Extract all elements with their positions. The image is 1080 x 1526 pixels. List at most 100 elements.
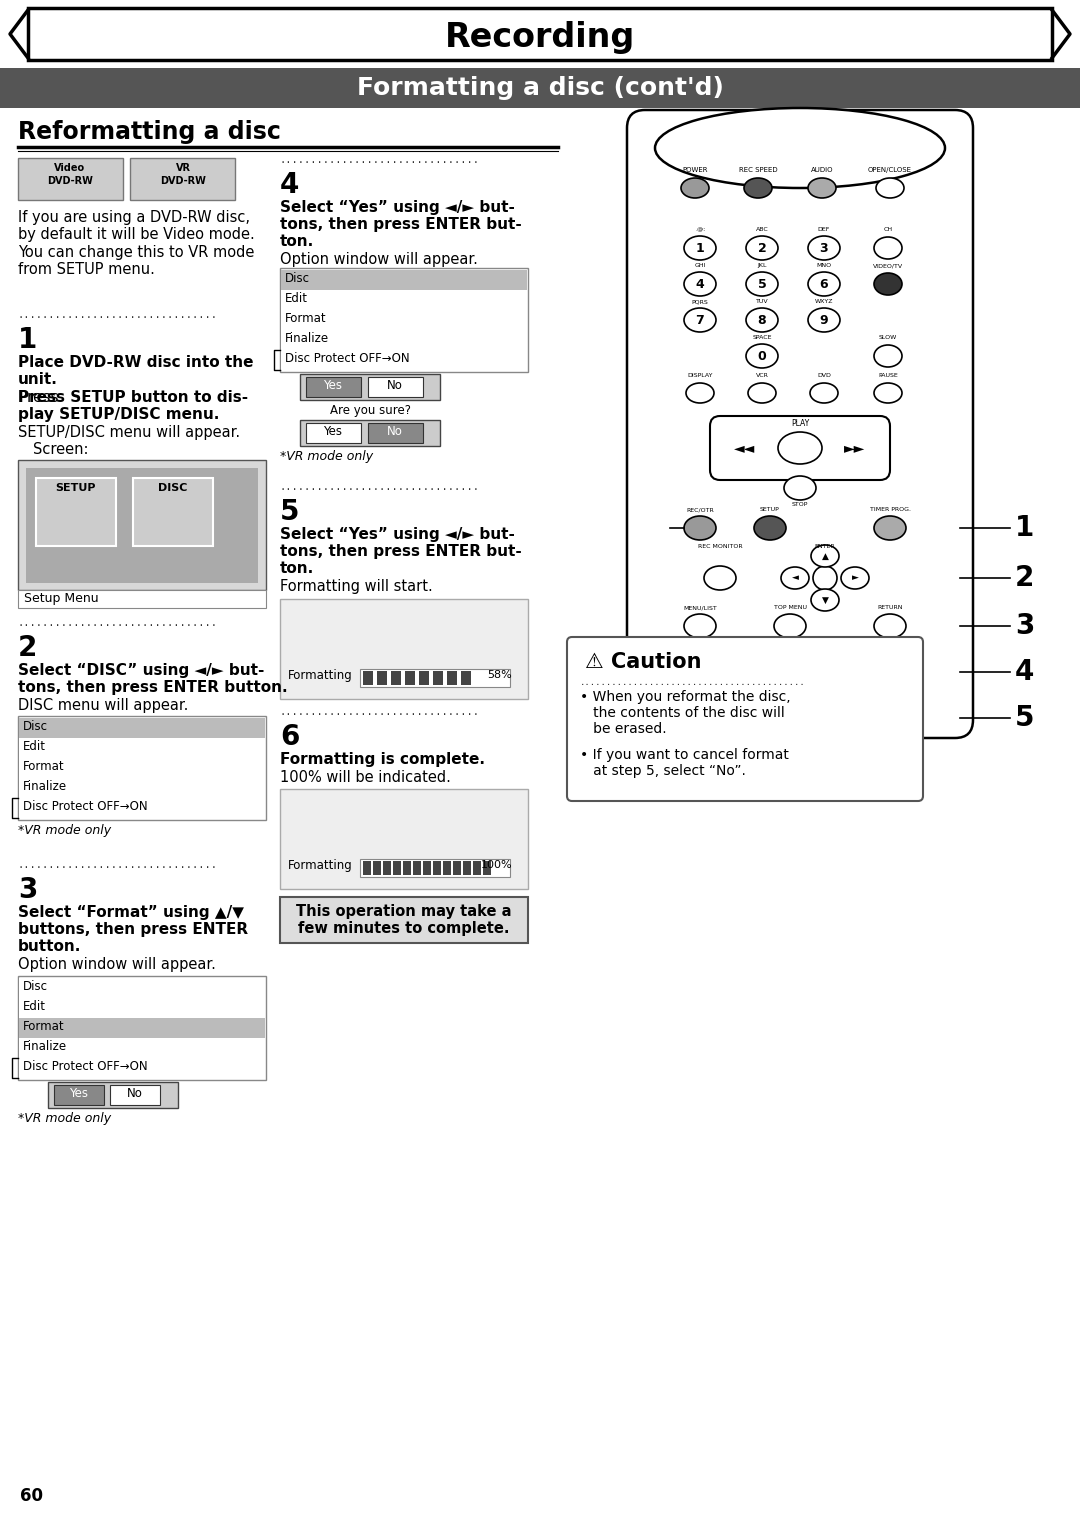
Text: REC MONITOR: REC MONITOR (698, 543, 742, 549)
Ellipse shape (876, 179, 904, 198)
Ellipse shape (754, 516, 786, 540)
Text: ◄: ◄ (792, 574, 798, 583)
Text: VIDEO/TV: VIDEO/TV (873, 262, 903, 269)
Bar (19, 1038, 265, 1058)
Ellipse shape (764, 707, 796, 729)
Bar (368, 377, 423, 397)
Bar (300, 374, 440, 400)
Text: CLEAR/RESET: CLEAR/RESET (679, 652, 721, 656)
Ellipse shape (813, 566, 837, 591)
Ellipse shape (810, 383, 838, 403)
Text: Finalize: Finalize (23, 1041, 67, 1053)
Text: ................................: ................................ (280, 482, 480, 491)
Text: *VR mode only: *VR mode only (18, 824, 111, 836)
Text: SKIP: SKIP (878, 652, 892, 656)
Ellipse shape (778, 432, 822, 464)
Bar (110, 1085, 160, 1105)
Bar (405, 671, 415, 685)
Text: SETUP/DISC menu will appear.: SETUP/DISC menu will appear. (18, 426, 240, 439)
Text: ◄◄: ◄◄ (734, 441, 756, 455)
Ellipse shape (811, 589, 839, 610)
Text: Disc Protect OFF→ON: Disc Protect OFF→ON (285, 353, 409, 365)
Ellipse shape (681, 179, 708, 198)
Text: Finalize: Finalize (23, 780, 67, 794)
Text: DVD: DVD (818, 372, 831, 378)
Bar (423, 861, 431, 874)
Ellipse shape (781, 568, 809, 589)
Ellipse shape (808, 179, 836, 198)
Text: unit.: unit. (18, 372, 58, 388)
Text: Edit: Edit (285, 291, 308, 305)
Text: 4: 4 (280, 171, 299, 198)
Text: • When you reformat the disc,
   the contents of the disc will
   be erased.: • When you reformat the disc, the conten… (580, 690, 791, 737)
Text: SETUP: SETUP (760, 507, 780, 513)
Text: *VR mode only: *VR mode only (280, 450, 373, 462)
Text: No: No (387, 426, 403, 438)
Ellipse shape (808, 661, 840, 684)
Text: AUDIO: AUDIO (811, 166, 834, 172)
Ellipse shape (874, 237, 902, 259)
Text: Edit: Edit (23, 740, 46, 752)
Text: Formatting a disc (cont'd): Formatting a disc (cont'd) (356, 76, 724, 101)
Text: 2: 2 (1015, 565, 1035, 592)
Text: 3: 3 (18, 876, 38, 903)
Text: buttons, then press ENTER: buttons, then press ENTER (18, 922, 248, 937)
Bar (19, 1018, 265, 1038)
Text: DISC: DISC (159, 484, 188, 493)
Bar (280, 789, 528, 890)
Ellipse shape (684, 707, 716, 729)
Bar (300, 420, 440, 446)
Ellipse shape (704, 566, 735, 591)
Text: ..........................................: ........................................… (580, 678, 806, 687)
Bar (26, 468, 258, 583)
Bar (280, 600, 528, 699)
Text: 1: 1 (696, 241, 704, 255)
Bar (36, 478, 116, 546)
Text: TIMER PROG.: TIMER PROG. (869, 507, 910, 513)
Text: Disc: Disc (23, 980, 48, 993)
Bar (18, 977, 266, 1080)
Ellipse shape (684, 272, 716, 296)
Ellipse shape (746, 661, 778, 684)
Bar (280, 269, 528, 372)
Text: SKIP: SKIP (818, 652, 831, 656)
Text: DVD-RW: DVD-RW (160, 175, 206, 186)
Bar (54, 1085, 104, 1105)
Bar (360, 668, 510, 687)
Text: No: No (127, 1087, 143, 1100)
Text: 1: 1 (18, 327, 37, 354)
Ellipse shape (874, 516, 906, 540)
Text: 2: 2 (758, 241, 767, 255)
FancyBboxPatch shape (567, 636, 923, 801)
Text: VCR: VCR (756, 372, 769, 378)
Text: .@:: .@: (694, 227, 705, 232)
Bar (19, 798, 265, 818)
Text: ⚠ Caution: ⚠ Caution (585, 652, 702, 671)
Text: MENU/LIST: MENU/LIST (684, 604, 717, 610)
Bar (453, 861, 461, 874)
Ellipse shape (869, 661, 901, 684)
Ellipse shape (874, 613, 906, 638)
Text: Screen:: Screen: (33, 443, 89, 456)
Text: No: No (387, 378, 403, 392)
Ellipse shape (874, 383, 902, 403)
Text: ................................: ................................ (18, 618, 218, 629)
Text: 6: 6 (280, 723, 299, 751)
Text: SPACE: SPACE (753, 336, 772, 340)
Ellipse shape (748, 383, 777, 403)
Bar (360, 859, 510, 877)
Ellipse shape (746, 237, 778, 259)
Text: PQRS: PQRS (691, 299, 708, 304)
Bar (570, 639, 920, 798)
Bar (48, 1082, 178, 1108)
Text: DISPLAY: DISPLAY (687, 372, 713, 378)
Text: 100% will be indicated.: 100% will be indicated. (280, 771, 450, 784)
Bar (473, 861, 481, 874)
Text: Edit: Edit (23, 1000, 46, 1013)
Ellipse shape (684, 308, 716, 333)
Text: Recording: Recording (445, 21, 635, 55)
Text: 0: 0 (758, 349, 767, 363)
Bar (19, 978, 265, 998)
Bar (19, 998, 265, 1018)
Text: Formatting: Formatting (288, 668, 353, 682)
